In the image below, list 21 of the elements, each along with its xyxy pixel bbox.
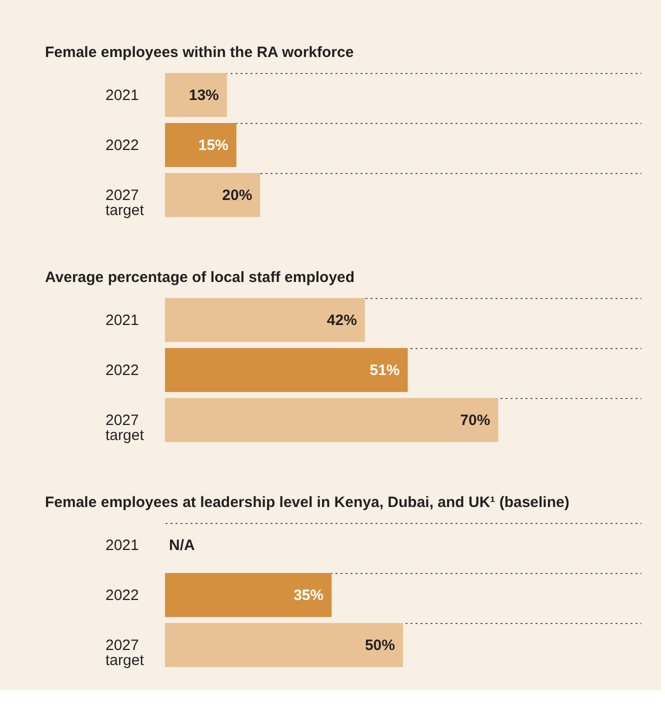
data-label: 20% [222, 187, 252, 204]
chart-title: Average percentage of local staff employed [45, 269, 355, 286]
data-label: 15% [198, 137, 228, 154]
y-tick-label: 2022 [106, 587, 139, 604]
chart-title: Female employees within the RA workforce [45, 44, 354, 61]
y-tick-label: 2021 [106, 537, 139, 554]
y-tick-label: 2022 [106, 137, 139, 154]
data-label: 51% [370, 362, 400, 379]
y-tick-label: 2021 [106, 312, 139, 329]
y-tick-label: 2021 [106, 87, 139, 104]
y-tick-label: 2022 [106, 362, 139, 379]
chart-title: Female employees at leadership level in Kenya, Dubai, and UK¹ (baseline) [45, 494, 570, 511]
y-tick-label: 2027 target [106, 412, 145, 444]
text: N/A [169, 537, 195, 554]
y-tick-label: 2027 target [106, 187, 145, 219]
y-tick-label: 2027 target [106, 637, 145, 669]
data-label: 70% [460, 412, 490, 429]
data-label: 42% [326, 312, 357, 329]
data-label: 35% [294, 587, 324, 604]
data-label: 13% [188, 87, 219, 104]
data-label: 50% [364, 637, 395, 654]
